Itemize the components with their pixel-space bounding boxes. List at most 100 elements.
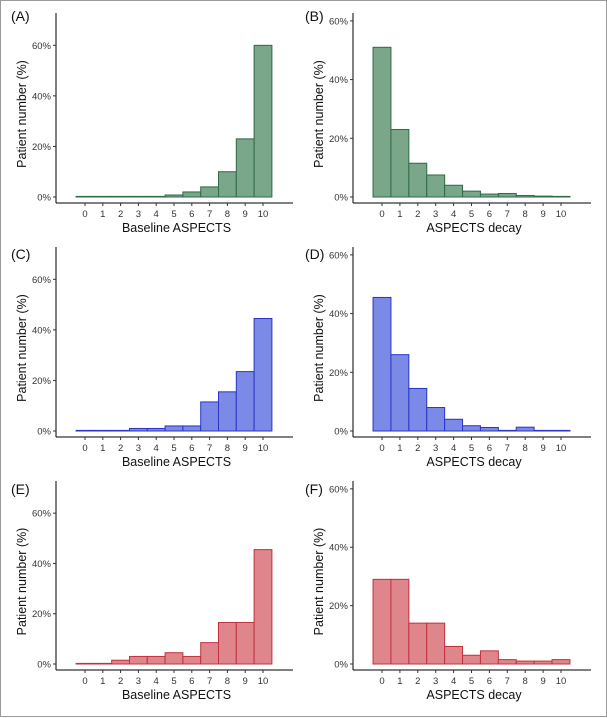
- bar-9: [533, 195, 553, 198]
- bar-4: [146, 427, 166, 432]
- y-tick-label: 20%: [329, 134, 349, 145]
- panel-label: (D): [305, 246, 324, 262]
- x-tick-label: 5: [469, 209, 474, 220]
- bar-4: [146, 655, 166, 665]
- y-axis-title: Patient number (%): [15, 294, 29, 402]
- bar-7: [497, 192, 517, 198]
- bar-6: [479, 426, 499, 432]
- x-tick-label: 8: [225, 209, 230, 220]
- y-axis-title: Patient number (%): [312, 528, 326, 636]
- bar-6: [479, 650, 499, 665]
- bar-5: [164, 652, 184, 665]
- bar-10: [253, 44, 273, 198]
- panel-label: (E): [11, 481, 30, 497]
- y-tick-label: 0%: [37, 660, 51, 671]
- x-tick-label: 6: [487, 209, 492, 220]
- y-tick-label: 20%: [329, 601, 349, 612]
- bar-5: [462, 654, 481, 665]
- panel-a: (A) 0% 20% 40% 60% 0 1 2 3 4 5 6 7 8 9 10 Baseline ASPEC…: [11, 8, 293, 235]
- bar-9: [533, 429, 553, 432]
- bar-0: [372, 296, 392, 432]
- x-tick-label: 6: [487, 443, 492, 454]
- y-tick-label: 60%: [329, 484, 349, 495]
- y-tick-label: 20%: [329, 368, 349, 379]
- bar-4: [444, 184, 464, 198]
- x-tick-label: 4: [451, 676, 456, 687]
- y-axis-title: Patient number (%): [312, 294, 326, 402]
- y-tick-label: 60%: [329, 16, 349, 27]
- x-tick-label: 10: [258, 676, 269, 687]
- x-axis-title: ASPECTS decay: [426, 455, 522, 469]
- x-tick-label: 10: [258, 443, 269, 454]
- bar-0: [75, 195, 95, 198]
- x-tick-label: 10: [556, 209, 567, 220]
- bar-2: [111, 195, 130, 198]
- bar-2: [111, 659, 130, 665]
- y-tick-label: 20%: [32, 142, 52, 153]
- panel-b: (B) 0% 20% 40% 60% 0 1 2 3 4 5 6 7 8 9 10 ASPECTS decay P…: [305, 8, 591, 235]
- bar-5: [462, 425, 481, 432]
- bar-5: [164, 194, 184, 198]
- x-tick-label: 2: [415, 209, 420, 220]
- x-axis-title: Baseline ASPECTS: [122, 455, 231, 469]
- bar-0: [75, 429, 95, 432]
- bar-9: [533, 660, 553, 665]
- bar-1: [390, 128, 410, 198]
- x-tick-label: 3: [136, 443, 141, 454]
- x-tick-label: 3: [136, 676, 141, 687]
- x-tick-label: 2: [118, 443, 123, 454]
- x-axis-title: Baseline ASPECTS: [122, 688, 231, 702]
- panel-f: (F) 0% 20% 40% 60% 0 1 2 3 4 5 6 7 8 9 10 ASPECTS decay P…: [305, 481, 591, 702]
- bar-5: [164, 425, 184, 432]
- x-tick-label: 7: [505, 443, 510, 454]
- panel-d: (D) 0% 20% 40% 60% 0 1 2 3 4 5 6 7 8 9 10 ASPECTS decay P…: [305, 246, 591, 469]
- y-tick-label: 40%: [32, 91, 52, 102]
- x-tick-label: 7: [505, 676, 510, 687]
- bar-2: [111, 429, 130, 432]
- x-tick-label: 2: [118, 209, 123, 220]
- panel-label: (B): [305, 8, 324, 24]
- x-tick-label: 0: [82, 209, 87, 220]
- bar-6: [479, 193, 499, 198]
- x-tick-label: 6: [189, 676, 194, 687]
- x-tick-label: 10: [556, 443, 567, 454]
- y-tick-label: 0%: [37, 193, 51, 204]
- x-tick-label: 9: [540, 443, 545, 454]
- x-tick-label: 5: [171, 209, 176, 220]
- x-tick-label: 9: [243, 443, 248, 454]
- y-tick-label: 40%: [32, 559, 52, 570]
- x-tick-label: 0: [82, 443, 87, 454]
- bar-0: [372, 46, 392, 198]
- x-tick-label: 1: [397, 443, 402, 454]
- x-axis-title: Baseline ASPECTS: [122, 221, 231, 235]
- bar-8: [515, 660, 535, 665]
- y-tick-label: 40%: [329, 309, 349, 320]
- x-tick-label: 5: [171, 676, 176, 687]
- y-axis-title: Patient number (%): [15, 60, 29, 168]
- panel-label: (F): [305, 481, 323, 497]
- x-tick-label: 5: [469, 676, 474, 687]
- x-tick-label: 4: [154, 676, 159, 687]
- x-tick-label: 4: [154, 209, 159, 220]
- bar-8: [218, 171, 237, 198]
- x-tick-label: 5: [469, 443, 474, 454]
- x-tick-label: 2: [415, 443, 420, 454]
- x-axis-title: ASPECTS decay: [426, 221, 522, 235]
- x-tick-label: 1: [397, 676, 402, 687]
- y-tick-label: 60%: [32, 275, 52, 286]
- bar-2: [408, 387, 428, 432]
- x-tick-label: 1: [100, 676, 105, 687]
- bar-8: [515, 195, 535, 198]
- bar-4: [444, 645, 464, 665]
- x-tick-label: 10: [556, 676, 567, 687]
- y-tick-label: 0%: [334, 660, 348, 671]
- bar-3: [129, 195, 148, 198]
- y-axis-title: Patient number (%): [312, 60, 326, 168]
- x-tick-label: 2: [415, 676, 420, 687]
- bar-7: [497, 429, 517, 432]
- panel-c: (C) 0% 20% 40% 60% 0 1 2 3 4 5 6 7 8 9 10 Baseline ASPEC…: [11, 246, 293, 469]
- x-tick-label: 0: [82, 676, 87, 687]
- panel-label: (A): [11, 8, 30, 24]
- bar-0: [75, 662, 95, 665]
- x-tick-label: 8: [523, 443, 528, 454]
